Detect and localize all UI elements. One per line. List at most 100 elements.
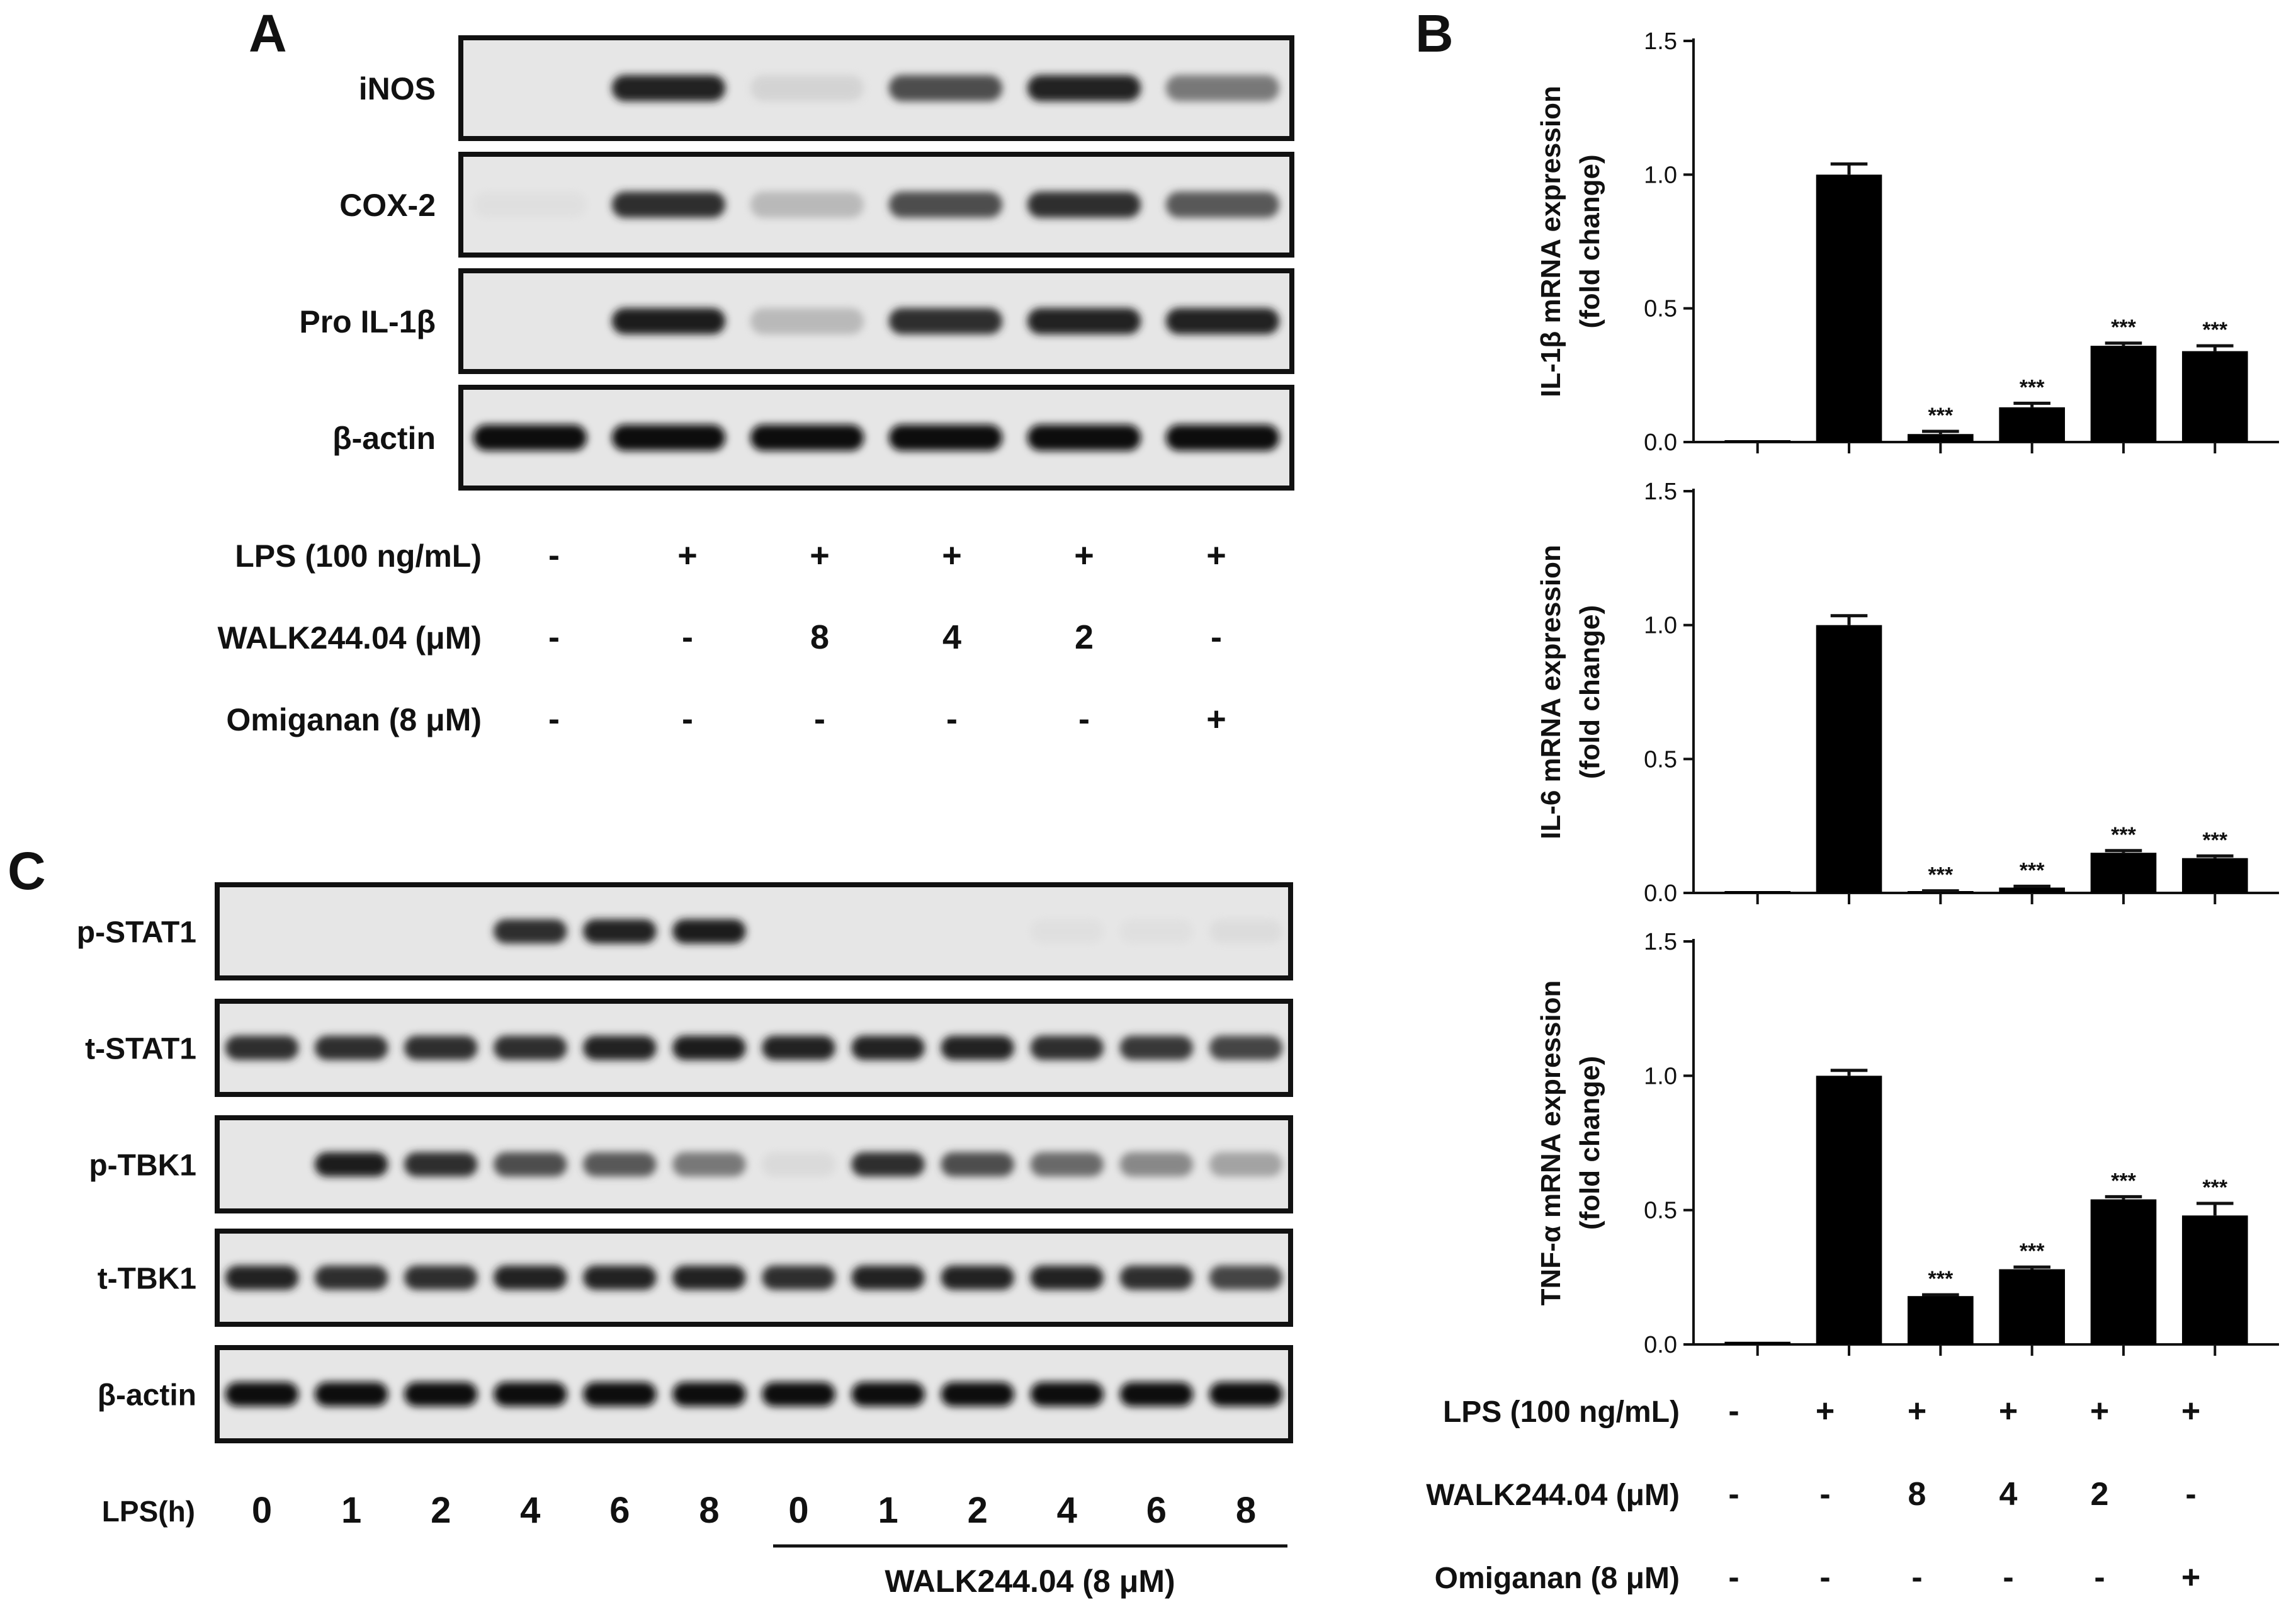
panel-c-band <box>404 1382 478 1407</box>
panel-a-condition-row-1: LPS (100 ng/mL) - + + + + + <box>235 537 1226 574</box>
panel-c-band <box>672 1382 746 1407</box>
y-tick-label: 1.5 <box>1644 479 1677 505</box>
panel-c-time-value: 4 <box>1057 1490 1077 1531</box>
bar-4 <box>1999 1269 2065 1344</box>
panel-b-condition-value: 4 <box>1999 1476 2018 1513</box>
panel-c-time-value: 4 <box>520 1490 540 1531</box>
panel-a-band <box>1165 191 1280 218</box>
y-tick-label: 1.5 <box>1644 929 1677 955</box>
panel-c-blot-label: p-STAT1 <box>77 916 196 949</box>
panel-a-condition-value: + <box>942 537 962 574</box>
panel-a-band <box>473 424 587 451</box>
significance-label: *** <box>2020 375 2045 399</box>
panel-c-band <box>1209 1382 1283 1407</box>
panel-a-condition-value: - <box>1211 618 1222 656</box>
bar-3 <box>1908 1296 1974 1344</box>
panel-c-band <box>583 1035 657 1060</box>
panel-a-condition-value: 2 <box>1075 618 1094 656</box>
panel-a-condition-value: + <box>1206 700 1226 738</box>
panel-c-blot-frame <box>215 882 1293 980</box>
panel-b-condition-value: + <box>1816 1393 1835 1429</box>
panel-a-letter: A <box>249 4 287 63</box>
panel-c-band <box>314 1265 388 1290</box>
bar-chart-1: 0.0 0.5 1.0 1.5 IL-1β mRNA expression (fold c… <box>1535 28 2279 456</box>
panel-c-band <box>672 1265 746 1290</box>
significance-label: *** <box>1928 404 1953 428</box>
y-tick-label: 0.0 <box>1644 1332 1677 1358</box>
panel-b-condition-label: Omiganan (8 μM) <box>1435 1562 1680 1595</box>
panel-a-band <box>888 191 1003 218</box>
panel-a-condition-value: + <box>677 537 698 574</box>
panel-c-band <box>672 919 746 944</box>
panel-c-time-value: 6 <box>609 1490 630 1531</box>
panel-c-blot-row-actin: β-actin <box>98 1345 1293 1443</box>
panel-b-condition-table: LPS (100 ng/mL) - + + + + + WALK244.04 (μM) - - 8 4… <box>1426 1393 2200 1596</box>
y-tick-label: 0.5 <box>1644 296 1677 322</box>
panel-c-blot-label: β-actin <box>98 1378 196 1412</box>
panel-c-band <box>1119 1265 1194 1290</box>
panel-c-band <box>1030 919 1104 944</box>
bar-2 <box>1816 1076 1882 1344</box>
y-axis-label: TNF-α mRNA expression <box>1535 980 1566 1306</box>
panel-b-condition-label: LPS (100 ng/mL) <box>1443 1395 1680 1429</box>
panel-a-band <box>611 75 726 101</box>
panel-a-blot-label: COX-2 <box>339 188 436 223</box>
panel-c-band <box>851 1152 925 1177</box>
y-tick-label: 1.0 <box>1644 162 1677 188</box>
panel-a-condition-value: 8 <box>810 618 829 656</box>
panel-c-band <box>672 1035 746 1060</box>
bar-3 <box>1908 434 1974 442</box>
panel-a-blot-frame <box>458 385 1294 491</box>
panel-c-band <box>314 1035 388 1060</box>
panel-a-band <box>750 424 864 451</box>
significance-label: *** <box>2020 1239 2045 1263</box>
y-tick-label: 1.0 <box>1644 1063 1677 1089</box>
panel-b-condition-value: - <box>2185 1476 2196 1513</box>
panel-c-band <box>583 1152 657 1177</box>
panel-c-blot-row-p-tbk1: p-TBK1 <box>89 1115 1293 1213</box>
panel-b-condition-value: - <box>1728 1476 1739 1513</box>
panel-a-blot-label: iNOS <box>359 71 436 106</box>
panel-a-condition-value: + <box>810 537 830 574</box>
bar-6 <box>2181 858 2248 893</box>
significance-label: *** <box>2111 823 2136 847</box>
bar-5 <box>2090 853 2157 893</box>
panel-a-band <box>1165 75 1280 101</box>
panel-a-band <box>888 75 1003 101</box>
panel-a-blot-label: Pro IL-1β <box>299 304 436 339</box>
panel-b-condition-value: + <box>2090 1393 2109 1429</box>
panel-c-band <box>941 1035 1014 1060</box>
panel-c-blot-row-t-stat1: t-STAT1 <box>85 999 1293 1097</box>
panel-a-band <box>611 424 726 451</box>
y-axis-label-unit: (fold change) <box>1575 605 1605 779</box>
panel-a-blot-row-inos: iNOS <box>359 35 1294 141</box>
panel-c-time-value: 2 <box>968 1490 988 1531</box>
panel-c-blot-label: t-STAT1 <box>85 1032 196 1065</box>
panel-c-band <box>314 1382 388 1407</box>
y-axis-label: IL-6 mRNA expression <box>1535 545 1566 839</box>
panel-c-letter: C <box>8 841 46 900</box>
panel-b-condition-value: + <box>2181 1559 2200 1596</box>
bar-1 <box>1724 1341 1791 1344</box>
panel-a-blot-frame <box>458 152 1294 258</box>
panel-a-western-blot: iNOS COX-2 Pro IL-1β β-actin LPS (100 ng/mL… <box>217 35 1294 738</box>
panel-a-condition-label: LPS (100 ng/mL) <box>235 538 482 574</box>
panel-c-band <box>1030 1152 1104 1177</box>
bar-5 <box>2090 346 2157 442</box>
panel-a-condition-row-3: Omiganan (8 μM) - - - - - + <box>226 700 1226 738</box>
panel-c-band <box>1209 1152 1283 1177</box>
y-tick-label: 1.0 <box>1644 613 1677 639</box>
panel-c-band <box>1119 919 1194 944</box>
y-tick-label: 0.0 <box>1644 880 1677 907</box>
panel-a-band <box>1165 424 1280 451</box>
panel-c-band <box>1119 1035 1194 1060</box>
y-tick-label: 0.5 <box>1644 1198 1677 1224</box>
panel-c-band <box>941 1265 1014 1290</box>
panel-b-bar-charts: 0.0 0.5 1.0 1.5 IL-1β mRNA expression (fold c… <box>1426 28 2279 1596</box>
significance-label: *** <box>2202 318 2227 342</box>
panel-c-band <box>851 1382 925 1407</box>
panel-c-band <box>941 1382 1014 1407</box>
bar-1 <box>1724 891 1791 893</box>
panel-a-band <box>888 308 1003 334</box>
y-axis-label-unit: (fold change) <box>1575 1056 1605 1230</box>
